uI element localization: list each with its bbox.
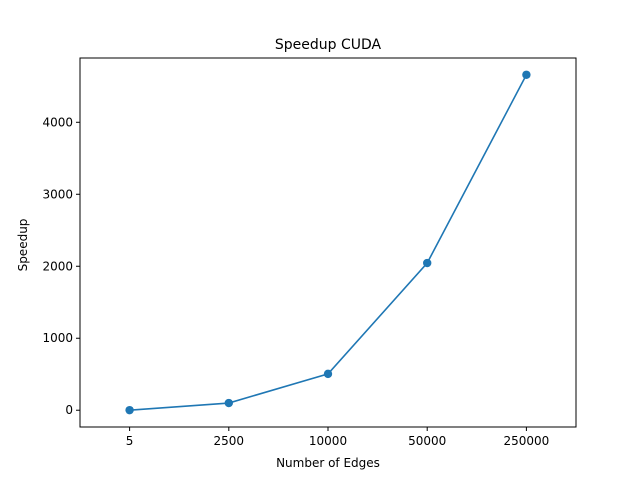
x-tick-label: 10000 xyxy=(309,434,347,448)
data-point xyxy=(423,258,432,268)
y-tick-label: 0 xyxy=(65,403,73,417)
data-point xyxy=(125,405,134,415)
y-tick-label: 4000 xyxy=(42,115,73,129)
data-point xyxy=(224,398,233,408)
x-tick-label: 50000 xyxy=(408,434,446,448)
y-tick-label: 3000 xyxy=(42,187,73,201)
x-tick-label: 2500 xyxy=(214,434,245,448)
x-axis-label: Number of Edges xyxy=(276,456,380,470)
plot-area: 5 2500 10000 50000 250000 0 1000 2000 3000 4000 xyxy=(42,57,577,448)
x-tick-label: 250000 xyxy=(503,434,549,448)
data-point xyxy=(323,369,333,379)
data-point xyxy=(522,70,531,79)
y-axis-label: Speedup xyxy=(16,219,30,272)
y-tick-label: 1000 xyxy=(42,331,73,345)
y-tick-label: 2000 xyxy=(42,259,73,273)
chart-title: Speedup CUDA xyxy=(275,37,382,53)
x-tick-label: 5 xyxy=(126,434,134,448)
